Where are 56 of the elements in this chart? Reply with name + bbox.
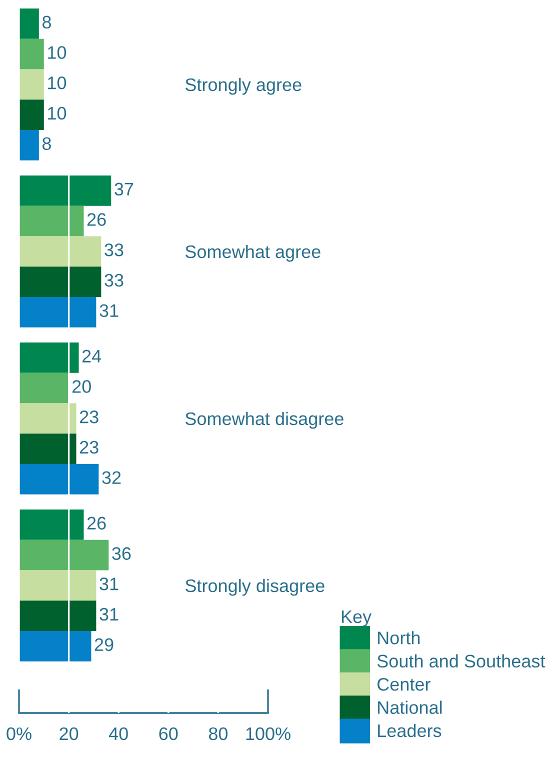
data-label: 20 [72,380,91,393]
data-label: 33 [104,244,124,256]
bar [19,266,102,297]
data-label: 8 [42,16,51,29]
data-label: 32 [102,471,121,484]
bar [19,372,69,404]
bar [19,342,79,373]
data-label: 8 [42,137,51,150]
legend-label: South and Southeast [377,654,546,668]
data-label: 24 [82,350,102,362]
data-label: 10 [48,46,66,59]
x-tick-label: 40 [108,727,128,740]
y-tick-label: Somewhat disagree [185,412,344,429]
data-label: 26 [87,213,106,226]
data-label: 23 [80,440,98,454]
data-label: 31 [100,608,118,621]
data-label: 29 [94,638,114,652]
bar [19,130,39,160]
bar [19,510,84,540]
bar [19,176,112,206]
data-label: 36 [112,547,131,560]
bar [19,236,102,267]
legend-label: National [378,700,442,714]
data-label: 23 [80,410,98,424]
legend-label: North [378,631,420,644]
bar [19,38,44,70]
bar [19,69,44,100]
y-tick-label: Strongly disagree [185,578,324,596]
data-label: 31 [100,578,118,590]
bar [19,8,39,39]
data-label: 33 [104,274,124,287]
x-tick-label: 80 [208,727,228,740]
bar [19,540,109,570]
legend-title: Key [342,610,372,627]
data-label: 10 [48,76,66,90]
data-label: 31 [100,304,118,318]
bar [19,100,44,130]
x-tick-label: 20 [60,727,78,740]
bar [19,296,96,328]
bar [19,570,96,601]
bar [19,206,84,236]
bar [19,434,76,464]
x-tick-label: 0% [6,727,32,740]
bar [19,464,99,494]
legend-label: Leaders [378,724,442,738]
y-tick-label: Somewhat agree [185,244,320,262]
x-tick-label: 60 [159,727,178,740]
x-tick-label: 100% [246,727,290,740]
legend-label: Center [378,678,430,691]
data-label: 26 [87,516,106,530]
y-tick-label: Strongly agree [185,78,302,95]
bar [19,403,76,434]
bar [19,600,96,632]
data-label: 37 [114,182,134,196]
bar [19,631,92,662]
data-label: 10 [48,106,66,120]
